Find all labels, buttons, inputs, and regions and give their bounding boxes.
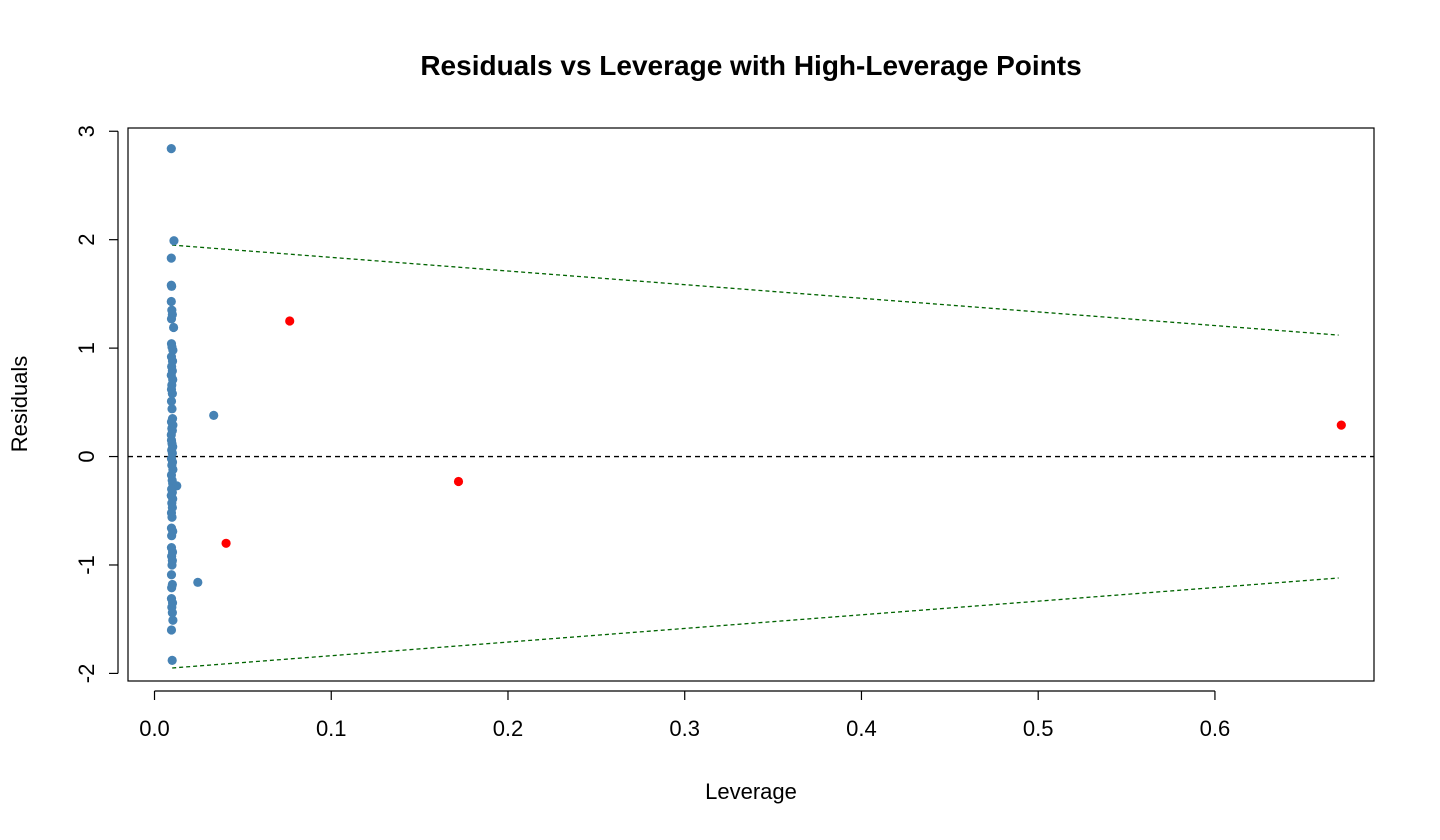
x-axis-label: Leverage	[705, 779, 797, 804]
data-point	[167, 608, 177, 618]
data-point	[166, 396, 177, 406]
high-leverage-point	[453, 476, 464, 487]
data-point	[167, 512, 177, 522]
data-point	[167, 389, 177, 399]
data-point	[168, 322, 179, 333]
data-point	[168, 615, 178, 625]
x-tick-label: 0.4	[846, 716, 877, 741]
data-point	[209, 410, 219, 420]
y-tick-label: -2	[74, 664, 99, 684]
data-point	[166, 296, 176, 307]
data-point	[169, 236, 179, 246]
lower-bound-line	[172, 577, 1339, 669]
x-tick-label: 0.2	[493, 716, 524, 741]
data-point	[167, 531, 177, 541]
chart-title: Residuals vs Leverage with High-Leverage…	[420, 50, 1081, 81]
data-point	[166, 144, 176, 154]
x-tick-label: 0.0	[139, 716, 170, 741]
y-tick-label: 0	[74, 450, 99, 462]
x-tick-label: 0.5	[1023, 716, 1054, 741]
x-tick-label: 0.1	[316, 716, 347, 741]
data-point	[166, 625, 177, 635]
x-tick-label: 0.6	[1200, 716, 1231, 741]
y-tick-label: 2	[74, 234, 99, 246]
plot-frame	[127, 127, 1375, 682]
y-tick-label: 3	[74, 125, 99, 137]
data-point	[166, 314, 177, 324]
y-tick-label: -1	[74, 555, 99, 575]
data-point	[193, 577, 203, 587]
data-point	[167, 404, 177, 414]
data-point	[167, 281, 177, 291]
high-leverage-point	[221, 538, 231, 548]
data-point	[167, 583, 177, 593]
x-tick-label: 0.3	[669, 716, 700, 741]
y-tick-label: 1	[74, 342, 99, 354]
data-point	[166, 253, 176, 263]
data-point	[167, 655, 177, 665]
data-point	[167, 560, 177, 570]
high-leverage-point	[1336, 420, 1346, 430]
upper-bound-line	[172, 244, 1339, 336]
data-point	[166, 570, 177, 580]
high-leverage-point	[285, 316, 295, 326]
plot-area: 0.0 0.1 0.2 0.3 0.4 0.5 0.6 -2 -1 0 1 2 3	[74, 125, 1375, 741]
y-axis-label: Residuals	[7, 356, 32, 453]
